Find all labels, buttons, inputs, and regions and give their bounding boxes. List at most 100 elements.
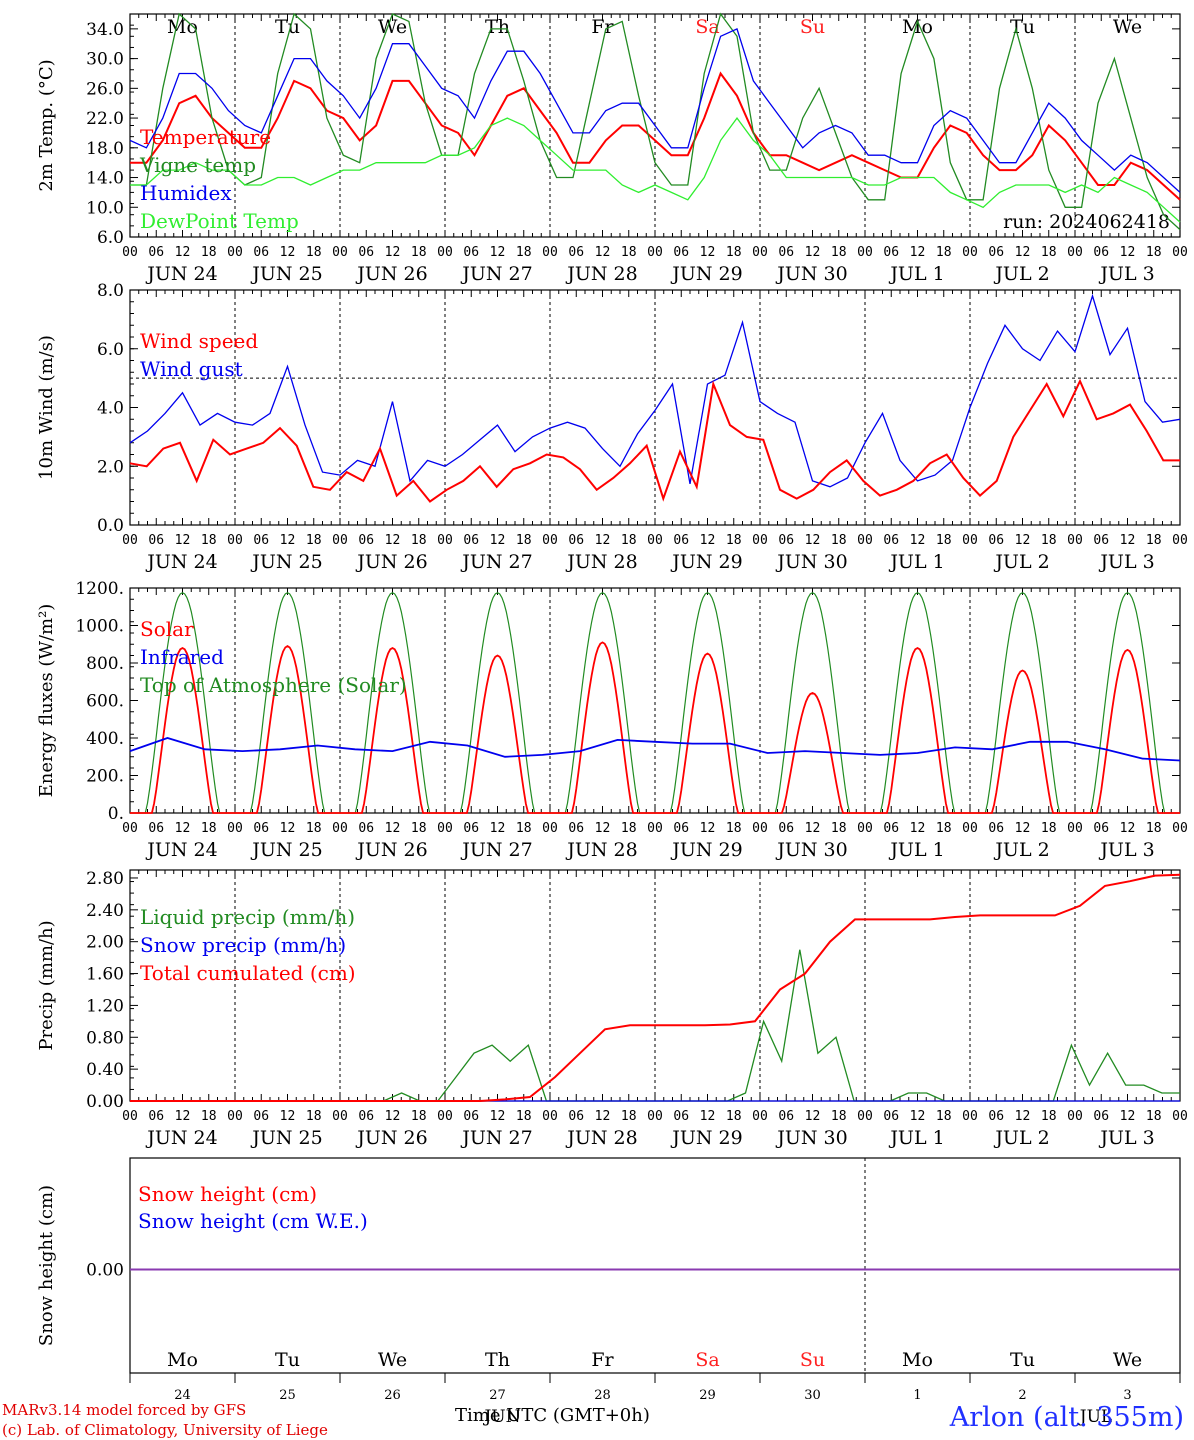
hour-tick-label: 12 <box>700 1109 716 1124</box>
bottom-weekday-label: Fr <box>591 1349 614 1371</box>
bottom-day-number: 28 <box>594 1388 611 1403</box>
bottom-weekday-label: Sa <box>695 1349 719 1371</box>
date-label: JUN 29 <box>670 1127 742 1149</box>
hour-tick-label: 00 <box>752 245 768 260</box>
y-tick-label: 6.0 <box>97 340 124 360</box>
hour-tick-label: 12 <box>595 533 611 548</box>
y-tick-label: 1.60 <box>86 965 124 985</box>
bottom-weekday-label: Mo <box>902 1349 933 1371</box>
bottom-month-label: JUL <box>1078 1407 1112 1427</box>
legend-entry: Vigne temp <box>139 153 256 177</box>
date-label: JUN 25 <box>250 551 322 573</box>
hour-tick-label: 18 <box>516 245 532 260</box>
y-tick-label: 4.0 <box>97 399 124 419</box>
station-name: Arlon (alt. 355m) <box>949 1402 1184 1433</box>
hour-tick-label: 18 <box>831 1109 847 1124</box>
y-tick-label: 600. <box>86 692 124 712</box>
hour-tick-label: 00 <box>437 245 453 260</box>
date-label: JUL 3 <box>1098 551 1154 573</box>
y-tick-label: 8.0 <box>97 281 124 301</box>
hour-tick-label: 00 <box>437 821 453 836</box>
hour-tick-label: 00 <box>542 821 558 836</box>
hour-tick-label: 06 <box>883 533 899 548</box>
hour-tick-label: 06 <box>673 533 689 548</box>
date-label: JUL 3 <box>1098 839 1154 861</box>
bottom-day-number: 26 <box>384 1388 401 1403</box>
hour-tick-label: 06 <box>358 821 374 836</box>
hour-tick-label: 18 <box>201 245 217 260</box>
run-label: run: 2024062418 <box>1003 211 1170 233</box>
hour-tick-label: 12 <box>175 245 191 260</box>
hour-tick-label: 06 <box>778 821 794 836</box>
legend-entry: Liquid precip (mm/h) <box>140 905 355 929</box>
y-tick-label: 34.0 <box>86 20 124 40</box>
hour-tick-label: 00 <box>332 1109 348 1124</box>
y-tick-label: 26.0 <box>86 79 124 99</box>
hour-tick-label: 12 <box>1120 821 1136 836</box>
hour-tick-label: 00 <box>1172 245 1188 260</box>
hour-tick-label: 12 <box>1120 533 1136 548</box>
hour-tick-label: 18 <box>201 1109 217 1124</box>
hour-tick-label: 06 <box>358 533 374 548</box>
hour-tick-label: 06 <box>1093 533 1109 548</box>
hour-tick-label: 00 <box>752 533 768 548</box>
y-tick-label: 2.40 <box>86 901 124 921</box>
hour-tick-label: 12 <box>490 245 506 260</box>
hour-tick-label: 00 <box>1067 1109 1083 1124</box>
hour-tick-label: 00 <box>122 1109 138 1124</box>
hour-tick-label: 12 <box>700 245 716 260</box>
hour-tick-label: 06 <box>148 1109 164 1124</box>
bottom-day-number: 30 <box>804 1388 821 1403</box>
legend-entry: Wind speed <box>140 329 258 353</box>
legend-entry: Solar <box>140 617 194 641</box>
hour-tick-label: 12 <box>1015 821 1031 836</box>
hour-tick-label: 00 <box>752 821 768 836</box>
hour-tick-label: 06 <box>358 1109 374 1124</box>
bottom-day-number: 25 <box>279 1388 296 1403</box>
hour-tick-label: 06 <box>988 821 1004 836</box>
hour-tick-label: 18 <box>306 1109 322 1124</box>
hour-tick-label: 00 <box>122 821 138 836</box>
hour-tick-label: 18 <box>831 245 847 260</box>
date-label: JUN 24 <box>145 839 217 861</box>
hour-tick-label: 00 <box>647 245 663 260</box>
hour-tick-label: 00 <box>332 245 348 260</box>
y-axis-label: 2m Temp. (°C) <box>36 59 57 191</box>
y-tick-label: 0.00 <box>86 1261 124 1281</box>
hour-tick-label: 00 <box>227 245 243 260</box>
hour-tick-label: 12 <box>385 1109 401 1124</box>
date-label: JUN 28 <box>565 551 637 573</box>
weekday-label: Fr <box>591 16 614 38</box>
y-tick-label: 1000. <box>75 617 124 637</box>
legend-entry: Infrared <box>140 645 224 669</box>
y-tick-label: 18.0 <box>86 139 124 159</box>
date-label: JUN 24 <box>145 551 217 573</box>
hour-tick-label: 18 <box>936 1109 952 1124</box>
weekday-label: Su <box>800 16 825 38</box>
hour-tick-label: 12 <box>595 821 611 836</box>
hour-tick-label: 00 <box>332 821 348 836</box>
y-tick-label: 1200. <box>75 579 124 599</box>
hour-tick-label: 18 <box>1146 533 1162 548</box>
y-axis-label: 10m Wind (m/s) <box>36 335 57 480</box>
hour-tick-label: 06 <box>148 533 164 548</box>
hour-tick-label: 00 <box>227 533 243 548</box>
y-tick-label: 0.80 <box>86 1028 124 1048</box>
hour-tick-label: 06 <box>358 245 374 260</box>
hour-tick-label: 12 <box>1120 1109 1136 1124</box>
hour-tick-label: 12 <box>1120 245 1136 260</box>
date-label: JUN 30 <box>775 263 847 285</box>
date-label: JUN 25 <box>250 263 322 285</box>
legend-entry: Snow height (cm) <box>138 1182 317 1206</box>
hour-tick-label: 00 <box>962 533 978 548</box>
bottom-month-label: JUN <box>482 1407 520 1427</box>
y-tick-label: 14.0 <box>86 169 124 189</box>
bottom-weekday-label: Tu <box>275 1349 300 1371</box>
hour-tick-label: 12 <box>175 821 191 836</box>
date-label: JUN 26 <box>355 263 427 285</box>
hour-tick-label: 06 <box>988 533 1004 548</box>
hour-tick-label: 06 <box>253 1109 269 1124</box>
hour-tick-label: 12 <box>280 245 296 260</box>
date-label: JUN 26 <box>355 1127 427 1149</box>
date-label: JUN 25 <box>250 1127 322 1149</box>
